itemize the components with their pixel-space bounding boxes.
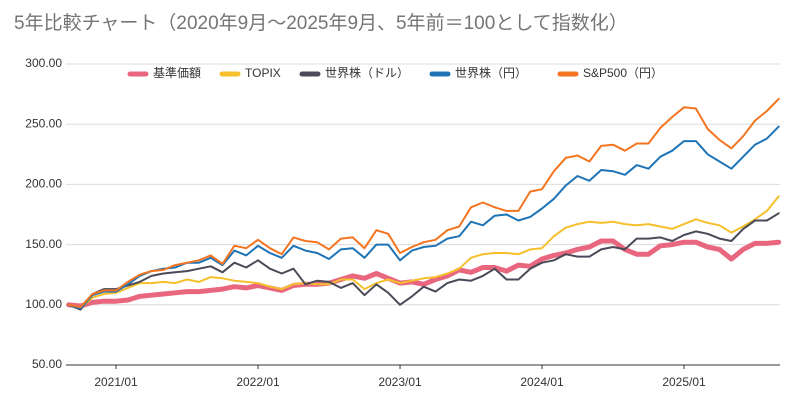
y-tick-label: 100.00 <box>25 297 62 311</box>
chart-title: 5年比較チャート（2020年9月～2025年9月、5年前＝100として指数化） <box>14 12 628 34</box>
y-tick-label: 300.00 <box>25 56 62 70</box>
x-tick-label: 2024/01 <box>520 375 564 389</box>
legend-label: TOPIX <box>245 66 281 80</box>
series-line <box>66 238 782 309</box>
y-tick-label: 50.00 <box>32 357 62 371</box>
x-tick-label: 2025/01 <box>662 375 706 389</box>
series-line <box>67 212 780 311</box>
y-tick-label: 250.00 <box>25 116 62 130</box>
series-line <box>67 97 780 309</box>
x-tick-label: 2021/01 <box>94 375 138 389</box>
legend-label: 基準価額 <box>153 65 201 80</box>
legend-label: 世界株（ドル） <box>325 65 409 80</box>
legend-label: 世界株（円） <box>455 65 527 80</box>
series-line <box>67 125 780 310</box>
y-tick-label: 150.00 <box>25 237 62 251</box>
legend-label: S&P500（円） <box>583 66 663 80</box>
x-tick-label: 2022/01 <box>236 375 280 389</box>
y-tick-label: 200.00 <box>25 177 62 191</box>
series-line <box>67 195 780 310</box>
x-tick-label: 2023/01 <box>378 375 422 389</box>
